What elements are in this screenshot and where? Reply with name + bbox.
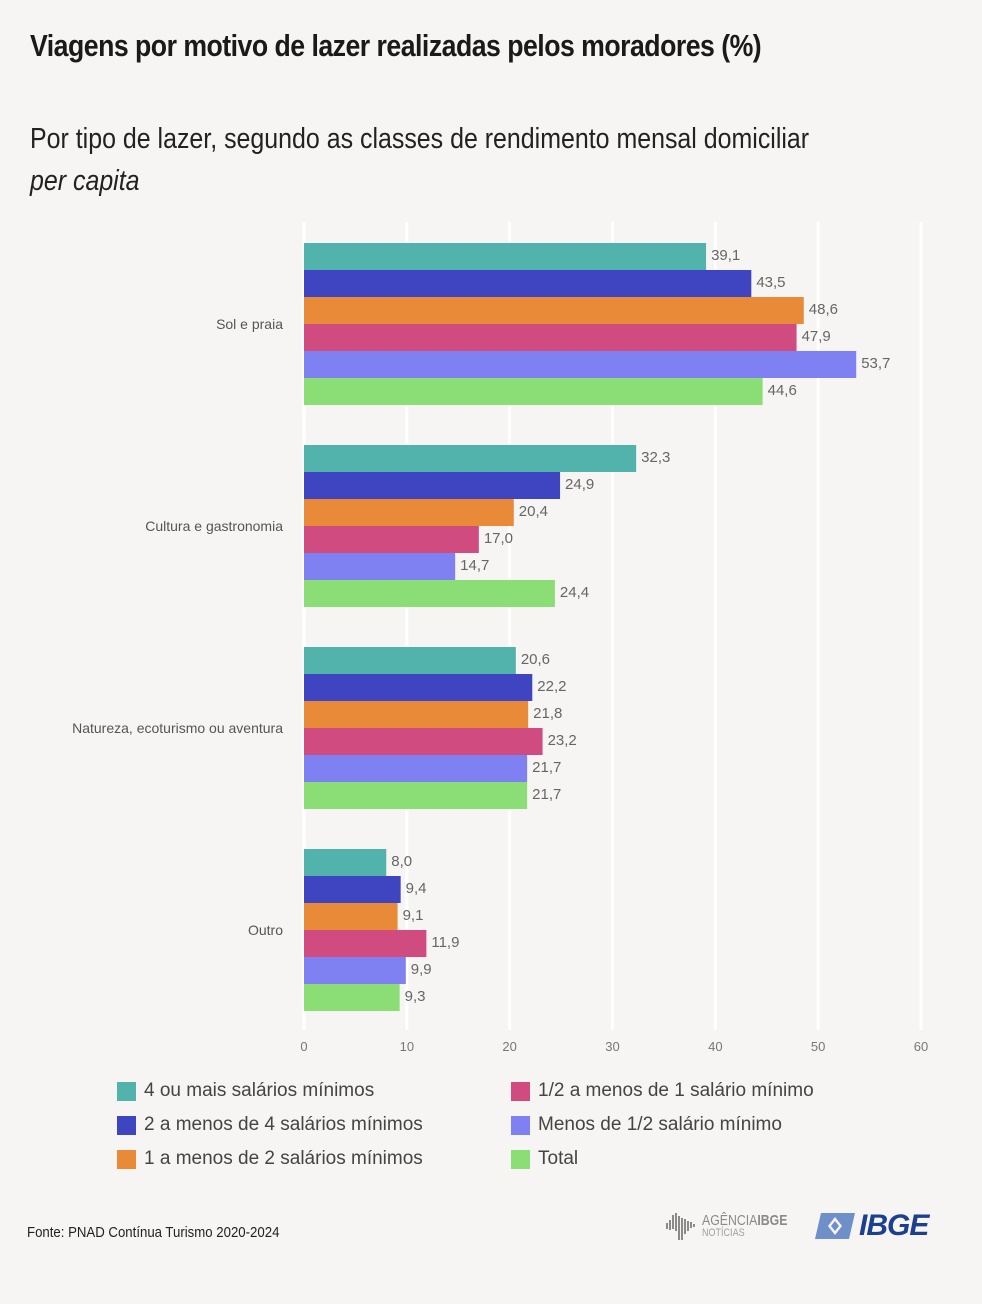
legend-label: 1 a menos de 2 salários mínimos bbox=[144, 1148, 423, 1169]
bar-value-label: 9,1 bbox=[403, 907, 424, 924]
bar-value-label: 21,7 bbox=[532, 786, 561, 803]
bar bbox=[304, 243, 707, 270]
legend-item: 4 ou mais salários mínimos bbox=[117, 1080, 374, 1102]
agencia-ibge-text: IBGE bbox=[757, 1212, 788, 1229]
ibge-text: IBGE bbox=[859, 1209, 929, 1242]
bar bbox=[304, 957, 406, 984]
bar-value-label: 23,2 bbox=[548, 732, 577, 749]
bar-value-label: 14,7 bbox=[460, 557, 489, 574]
bar bbox=[304, 782, 528, 809]
legend-label: 1/2 a menos de 1 salário mínimo bbox=[538, 1080, 814, 1101]
legend-label: 2 a menos de 4 salários mínimos bbox=[144, 1114, 423, 1135]
category-label: Outro bbox=[248, 922, 283, 938]
bar-value-label: 32,3 bbox=[641, 449, 670, 466]
x-tick-label: 50 bbox=[811, 1039, 825, 1054]
chart-subtitle: Por tipo de lazer, segundo as classes de… bbox=[30, 118, 838, 202]
bar bbox=[304, 849, 387, 876]
bar-value-label: 20,4 bbox=[519, 503, 548, 520]
legend-label: Menos de 1/2 salário mínimo bbox=[538, 1114, 782, 1135]
bar-chart: 39,1 43,5 48,6 47,9 53,7 44,6 32,3 24,9 20,4 17,0… bbox=[72, 222, 928, 1054]
bar bbox=[304, 701, 529, 728]
agencia-map-icon bbox=[666, 1213, 695, 1240]
bar-value-label: 9,4 bbox=[406, 880, 427, 897]
legend-item: Total bbox=[511, 1148, 578, 1170]
bars: 39,1 43,5 48,6 47,9 53,7 44,6 32,3 24,9 20,4 17,0… bbox=[304, 243, 890, 1011]
legend-swatch bbox=[511, 1081, 530, 1101]
bar bbox=[304, 297, 804, 324]
bar-value-label: 11,9 bbox=[431, 934, 459, 951]
bar bbox=[304, 728, 543, 755]
bar bbox=[304, 526, 479, 553]
legend-item: Menos de 1/2 salário mínimo bbox=[511, 1114, 782, 1136]
bar-value-label: 24,9 bbox=[565, 476, 594, 493]
legend-item: 1/2 a menos de 1 salário mínimo bbox=[511, 1080, 814, 1102]
bar bbox=[304, 270, 752, 297]
x-axis-ticks: 0 10 20 30 40 50 60 bbox=[300, 1039, 928, 1054]
bar-value-label: 43,5 bbox=[756, 274, 785, 291]
legend-swatch bbox=[117, 1115, 136, 1135]
bar-value-label: 53,7 bbox=[861, 355, 890, 372]
legend-swatch bbox=[511, 1115, 530, 1135]
bar bbox=[304, 930, 427, 957]
legend-label: 4 ou mais salários mínimos bbox=[144, 1080, 375, 1101]
bar bbox=[304, 903, 398, 930]
legend-swatch bbox=[117, 1149, 136, 1169]
x-tick-label: 60 bbox=[914, 1039, 928, 1054]
legend-label: Total bbox=[538, 1148, 579, 1169]
bar bbox=[304, 674, 533, 701]
subtitle-italic: per capita bbox=[30, 165, 140, 197]
bar bbox=[304, 351, 857, 378]
category-label: Natureza, ecoturismo ou aventura bbox=[72, 720, 283, 736]
bar bbox=[304, 378, 763, 405]
bar-value-label: 9,3 bbox=[405, 988, 426, 1005]
bar-value-label: 22,2 bbox=[537, 678, 566, 695]
bar-value-label: 9,9 bbox=[411, 961, 432, 978]
legend-swatch bbox=[511, 1149, 530, 1169]
x-tick-label: 20 bbox=[502, 1039, 516, 1054]
x-tick-label: 0 bbox=[300, 1039, 307, 1054]
bar bbox=[304, 472, 561, 499]
ibge-emblem-icon bbox=[815, 1213, 855, 1239]
source-note: Fonte: PNAD Contínua Turismo 2020-2024 bbox=[27, 1224, 280, 1241]
bar bbox=[304, 755, 528, 782]
subtitle-main: Por tipo de lazer, segundo as classes de… bbox=[30, 123, 810, 155]
x-tick-label: 40 bbox=[708, 1039, 722, 1054]
bar-value-label: 21,7 bbox=[532, 759, 561, 776]
bar-value-label: 48,6 bbox=[809, 301, 838, 318]
bar bbox=[304, 445, 637, 472]
ibge-logo: IBGE bbox=[815, 1209, 929, 1242]
bar bbox=[304, 324, 797, 351]
bar bbox=[304, 499, 514, 526]
category-labels: Sol e praia Cultura e gastronomia Natureza… bbox=[72, 316, 283, 938]
bar-value-label: 47,9 bbox=[802, 328, 831, 345]
bar-value-label: 8,0 bbox=[391, 853, 412, 870]
bar-value-label: 21,8 bbox=[533, 705, 562, 722]
category-label: Sol e praia bbox=[216, 316, 283, 332]
bar bbox=[304, 647, 516, 674]
agencia-text: AGÊNCIA bbox=[702, 1212, 758, 1229]
x-tick-label: 10 bbox=[400, 1039, 414, 1054]
bar-value-label: 39,1 bbox=[711, 247, 740, 264]
agencia-ibge-logo: AGÊNCIAIBGE NOTÍCIAS bbox=[664, 1210, 806, 1244]
category-label: Cultura e gastronomia bbox=[145, 518, 283, 534]
bar bbox=[304, 580, 555, 607]
x-tick-label: 30 bbox=[605, 1039, 619, 1054]
legend-swatch bbox=[117, 1081, 136, 1101]
bar-value-label: 24,4 bbox=[560, 584, 589, 601]
legend-item: 1 a menos de 2 salários mínimos bbox=[117, 1148, 423, 1170]
bar bbox=[304, 876, 401, 903]
bar bbox=[304, 984, 400, 1011]
bar-value-label: 17,0 bbox=[484, 530, 513, 547]
chart-title: Viagens por motivo de lazer realizadas p… bbox=[30, 28, 762, 63]
bar bbox=[304, 553, 456, 580]
legend-item: 2 a menos de 4 salários mínimos bbox=[117, 1114, 423, 1136]
agencia-noticias-text: NOTÍCIAS bbox=[702, 1227, 745, 1239]
bar-value-label: 44,6 bbox=[768, 382, 797, 399]
bar-value-label: 20,6 bbox=[521, 651, 550, 668]
